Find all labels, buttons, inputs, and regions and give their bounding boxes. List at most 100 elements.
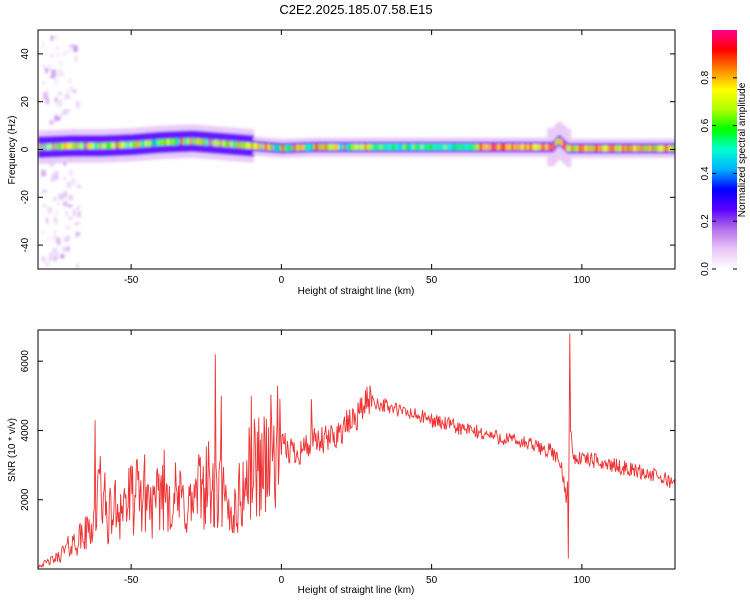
spectrogram-cell bbox=[380, 144, 384, 151]
spectrogram-cell bbox=[95, 142, 99, 150]
spectrogram-cell bbox=[665, 145, 669, 152]
spectrogram-cell bbox=[439, 144, 443, 151]
spectrogram-cell bbox=[247, 142, 251, 149]
spectrogram-cell bbox=[41, 168, 46, 175]
spectrogram-cell bbox=[208, 139, 212, 146]
spectrogram-cell bbox=[214, 139, 218, 147]
spectrogram-cell bbox=[42, 91, 48, 98]
spectrogram-cell bbox=[183, 138, 187, 145]
spectrogram-cell bbox=[54, 45, 59, 51]
spectrogram-cell bbox=[487, 144, 491, 151]
spectrogram-cell bbox=[429, 144, 433, 151]
spectrogram-cell bbox=[651, 145, 655, 152]
spectrogram-cell bbox=[383, 144, 387, 151]
colorbar-tick-label: 0.6 bbox=[700, 118, 711, 132]
spectrogram-cell bbox=[647, 145, 651, 152]
spectrogram-cell bbox=[65, 194, 70, 200]
spectrogram-cell bbox=[634, 145, 638, 152]
spectrogram-cell bbox=[401, 144, 405, 151]
spectrogram-cell bbox=[67, 234, 71, 241]
spectrogram-cell bbox=[62, 143, 66, 150]
spectrogram-cell bbox=[626, 145, 630, 152]
spectrogram-cell bbox=[588, 145, 592, 152]
spectrogram-cell bbox=[637, 145, 641, 152]
spectrogram-cell bbox=[55, 112, 59, 115]
spectrogram-cell bbox=[49, 143, 53, 150]
spectrogram-cell bbox=[285, 145, 289, 152]
spectrogram-cell bbox=[413, 144, 417, 151]
spectrogram-cell bbox=[251, 142, 255, 150]
spectrogram-cell bbox=[462, 144, 466, 151]
spectrogram-cell bbox=[325, 144, 329, 151]
spectrogram-cell bbox=[45, 88, 49, 94]
spectrogram-cell bbox=[54, 115, 58, 121]
spectrogram-cell bbox=[578, 145, 582, 152]
spectrogram-cell bbox=[152, 139, 156, 147]
spectrogram-cell bbox=[500, 144, 504, 151]
spectrogram-cell bbox=[233, 141, 237, 148]
spectrogram-cell bbox=[472, 144, 476, 151]
spectrogram-cell bbox=[368, 144, 372, 151]
spectrogram-cell bbox=[290, 144, 294, 152]
spectrogram-cell bbox=[85, 142, 89, 150]
spectrogram-cell bbox=[436, 144, 440, 151]
spectrogram-cell bbox=[277, 144, 281, 152]
spectrogram-cell bbox=[275, 144, 279, 151]
spectrogram-cell bbox=[520, 144, 524, 151]
spectrogram-cell bbox=[65, 210, 68, 217]
spectrogram-cell bbox=[62, 201, 68, 207]
spectrogram-cell bbox=[160, 139, 164, 146]
spectrogram-cell bbox=[305, 144, 309, 151]
colorbar: 0.0 0.2 0.4 0.6 0.8 Normalized spectral ampl… bbox=[700, 30, 748, 276]
spectrogram-cell bbox=[166, 138, 170, 146]
spectrogram-cell bbox=[356, 144, 360, 151]
spectrogram-cell bbox=[538, 144, 542, 151]
spectrogram-cell bbox=[117, 142, 121, 149]
spectrogram-cell bbox=[60, 70, 64, 77]
spectrogram-cell bbox=[69, 86, 72, 92]
spectrogram-cell bbox=[53, 230, 57, 237]
spectrogram-cell bbox=[204, 139, 208, 146]
spectrogram-cell bbox=[581, 145, 585, 152]
spectrogram-cell bbox=[76, 142, 80, 150]
spectrogram-cell bbox=[428, 144, 432, 151]
spectrogram-cell bbox=[74, 55, 78, 62]
spectrogram-cell bbox=[304, 144, 308, 151]
spectrogram-cell bbox=[424, 144, 428, 151]
spectrogram-cell bbox=[284, 145, 288, 152]
spectrogram-cell bbox=[419, 144, 423, 151]
spectrogram-cell bbox=[132, 141, 136, 148]
spectrogram-cell bbox=[378, 144, 382, 151]
snr-ylabel: SNR (10 * v/v) bbox=[7, 418, 18, 482]
spectrogram-cell bbox=[219, 140, 223, 147]
spectrogram-cell bbox=[120, 142, 124, 149]
spectrogram-cell bbox=[54, 96, 58, 103]
spectrogram-cell bbox=[53, 257, 56, 261]
spectrogram-cell bbox=[67, 204, 73, 208]
spectrogram-cell bbox=[54, 170, 59, 176]
spectrogram-cell bbox=[565, 143, 569, 150]
spectrogram-cell bbox=[52, 143, 56, 150]
spectrogram-cell bbox=[426, 144, 430, 151]
spectrogram-cell bbox=[499, 144, 503, 151]
spectrogram-cell bbox=[398, 144, 402, 151]
spectrogram-cell bbox=[55, 218, 58, 225]
spectrogram-cell bbox=[335, 144, 339, 151]
y-tick-label: 2000 bbox=[20, 488, 31, 511]
spectrogram-cell bbox=[474, 144, 478, 151]
spectrogram-cell bbox=[391, 144, 395, 151]
spectrogram-cell bbox=[641, 145, 645, 152]
spectrogram-cell bbox=[38, 144, 41, 151]
spectrogram-cell bbox=[399, 144, 403, 151]
spectrogram-panel: -50 0 50 100 -40 -20 0 20 40 Height of straight … bbox=[7, 29, 676, 297]
spectrogram-cell bbox=[282, 145, 286, 152]
spectrogram-cell bbox=[313, 144, 317, 151]
spectrogram-cell bbox=[221, 140, 225, 147]
spectrogram-cell bbox=[123, 141, 127, 149]
spectrogram-cell bbox=[434, 144, 438, 151]
spectrogram-cell bbox=[242, 142, 246, 149]
spectrogram-cell bbox=[575, 145, 579, 152]
spectrogram-cell bbox=[54, 254, 59, 260]
spectrogram-cell bbox=[629, 145, 633, 152]
spectrogram-cell bbox=[67, 49, 71, 53]
